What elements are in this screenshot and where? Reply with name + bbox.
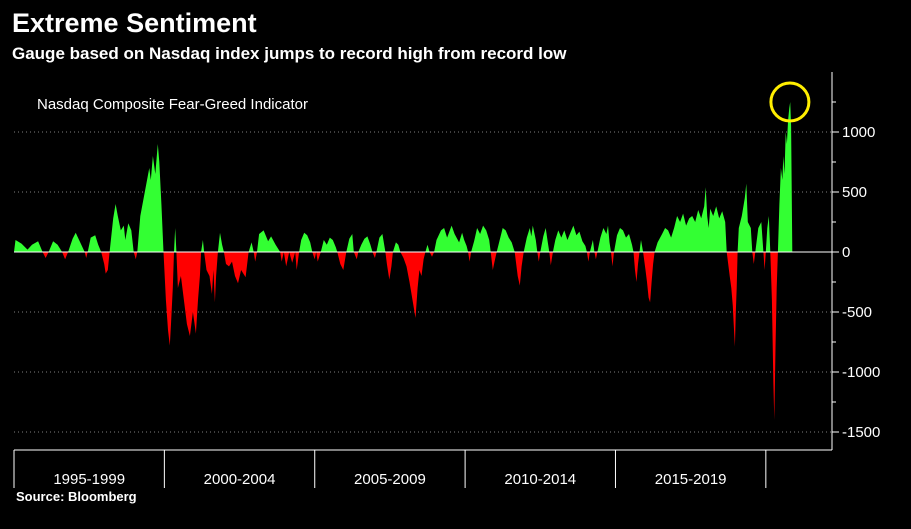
positive-area [14, 102, 793, 252]
chart-subtitle: Gauge based on Nasdaq index jumps to rec… [12, 44, 567, 63]
y-tick-label: 500 [842, 184, 867, 201]
source-note: Source: Bloomberg [16, 489, 137, 504]
negative-area [14, 252, 793, 420]
series-areas [14, 102, 793, 420]
x-axis: 1995-1999 2000-2004 2005-2009 2010-2014 2015… [13, 449, 832, 488]
x-tick-label: 1995-1999 [53, 471, 125, 488]
series-label: Nasdaq Composite Fear-Greed Indicator [37, 96, 308, 113]
y-tick-label: -1500 [842, 424, 880, 441]
chart-title: Extreme Sentiment [12, 8, 257, 38]
record-high-highlight-circle [769, 81, 811, 123]
x-tick-label: 2015-2019 [655, 471, 727, 488]
x-tick-label: 2005-2009 [354, 471, 426, 488]
x-tick-label: 2000-2004 [204, 471, 276, 488]
y-tick-label: -500 [842, 304, 872, 321]
gridlines [14, 131, 832, 433]
y-tick-label: -1000 [842, 364, 880, 381]
x-tick-label: 2010-2014 [504, 471, 576, 488]
y-tick-label: 1000 [842, 124, 875, 141]
y-tick-label: 0 [842, 244, 850, 261]
y-axis: 1000 500 0 -500 -1000 -1500 [831, 72, 880, 450]
